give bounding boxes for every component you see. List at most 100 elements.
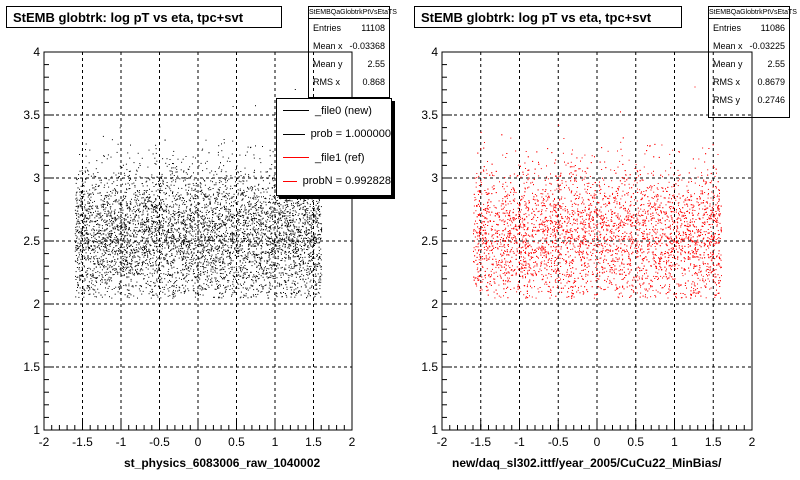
data-point (239, 267, 241, 269)
data-point (317, 203, 319, 204)
data-point (307, 214, 309, 216)
data-point (153, 252, 155, 254)
data-point (147, 237, 149, 239)
data-point (305, 278, 307, 280)
data-point (253, 237, 255, 239)
data-point (171, 228, 173, 230)
data-point (302, 209, 304, 210)
data-point (277, 240, 279, 242)
data-point (98, 275, 100, 277)
data-point (277, 241, 279, 243)
data-point (223, 195, 225, 197)
data-point (212, 266, 214, 268)
data-point (301, 273, 303, 275)
data-point (161, 265, 163, 267)
data-point (128, 289, 130, 291)
data-point (89, 240, 91, 242)
data-point (226, 249, 228, 251)
data-point (110, 195, 112, 197)
data-point (207, 232, 209, 234)
data-point (84, 290, 86, 292)
data-point (224, 208, 226, 210)
data-point (293, 291, 294, 293)
data-point (165, 273, 167, 275)
data-point (145, 250, 147, 252)
data-point (149, 272, 151, 274)
data-point (121, 227, 123, 229)
data-point (217, 203, 219, 205)
data-point (92, 187, 94, 189)
data-point (251, 216, 252, 218)
data-point (93, 175, 95, 177)
data-point (280, 209, 282, 211)
data-point (114, 260, 116, 262)
data-point (190, 197, 191, 199)
data-point (250, 218, 252, 220)
data-point (115, 192, 116, 194)
data-point (81, 290, 83, 292)
data-point (236, 220, 238, 222)
data-point (217, 250, 219, 252)
data-point (170, 281, 172, 283)
data-point (222, 243, 224, 245)
data-point (285, 207, 287, 208)
data-point (88, 247, 89, 248)
data-point (93, 293, 95, 295)
data-point (173, 175, 175, 176)
data-point (220, 268, 222, 270)
data-point (129, 200, 131, 202)
data-point (282, 239, 284, 241)
data-point (100, 242, 102, 244)
data-point (179, 198, 181, 200)
data-point (241, 269, 243, 271)
data-point (274, 293, 275, 295)
data-point (260, 210, 262, 212)
data-point (299, 208, 301, 210)
data-point (234, 276, 236, 277)
data-point (272, 178, 273, 180)
data-point (230, 271, 232, 272)
data-point (88, 218, 90, 220)
data-point (74, 209, 76, 211)
data-point (143, 247, 145, 248)
data-point (293, 206, 295, 208)
data-point (215, 197, 217, 199)
data-point (127, 264, 129, 266)
data-point (191, 175, 193, 177)
data-point (163, 192, 165, 194)
data-point (164, 247, 166, 249)
data-point (200, 237, 202, 239)
data-point (287, 223, 289, 225)
data-point (203, 224, 205, 226)
data-point (149, 285, 151, 286)
data-point (102, 206, 104, 208)
data-point (312, 274, 314, 276)
data-point (302, 213, 304, 215)
data-point (308, 266, 310, 268)
data-point (208, 189, 210, 191)
data-point (219, 235, 221, 237)
data-point (150, 258, 152, 259)
data-point (202, 218, 204, 220)
data-point (296, 250, 298, 252)
data-point (249, 287, 251, 289)
data-point (94, 263, 96, 265)
data-point (272, 210, 274, 212)
data-point (81, 200, 83, 202)
data-point (174, 195, 176, 197)
data-point (271, 198, 273, 200)
data-point (187, 227, 189, 229)
data-point (183, 255, 185, 257)
data-point (127, 233, 129, 235)
data-point (97, 207, 99, 209)
data-point (156, 230, 158, 232)
data-point (278, 195, 280, 197)
data-point (272, 180, 274, 182)
data-point (273, 242, 275, 244)
data-point (246, 234, 248, 236)
data-point (82, 185, 84, 186)
data-point (86, 285, 88, 286)
data-point (141, 197, 143, 199)
data-point (280, 267, 282, 269)
data-point (298, 256, 300, 258)
